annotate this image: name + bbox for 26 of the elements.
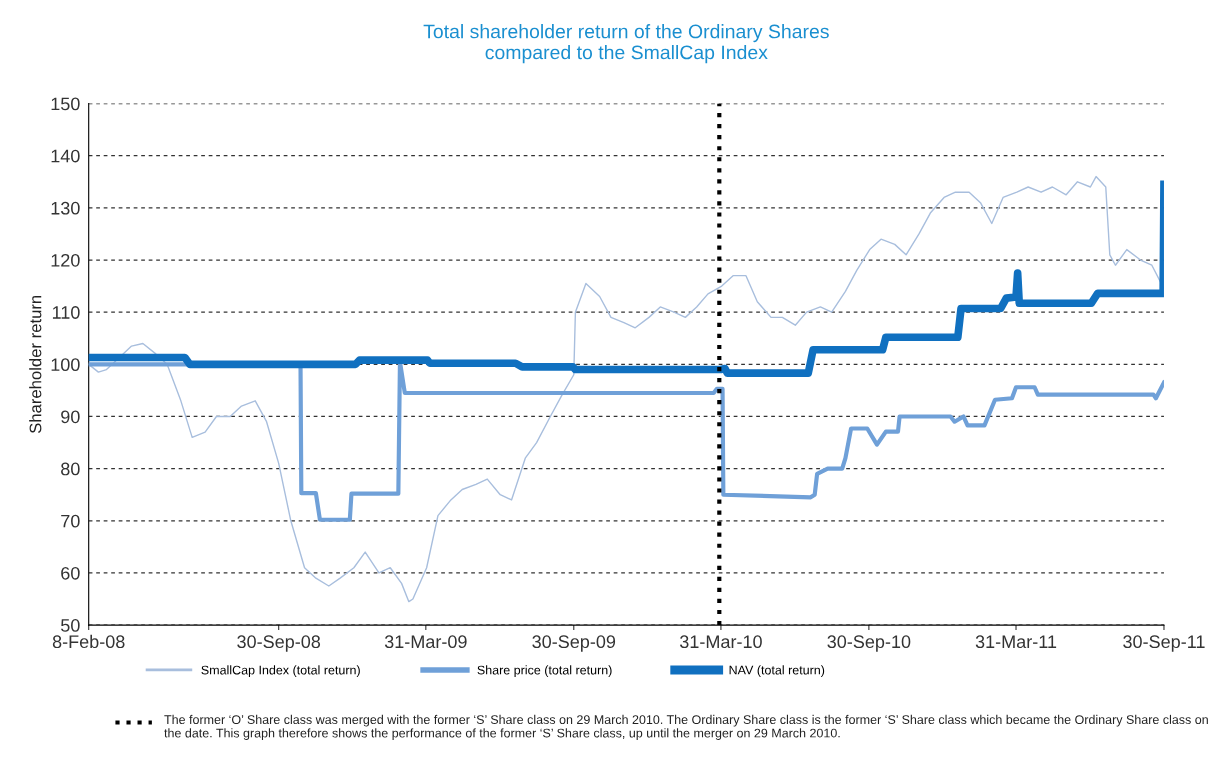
- y-tick-label: 90: [61, 410, 80, 424]
- x-tick-label: 30-Sep-09: [532, 635, 616, 652]
- y-axis-title: Shareholder return: [29, 295, 42, 434]
- x-tick-label: 8-Feb-08: [52, 634, 125, 649]
- legend-label: Share price (total return): [477, 665, 612, 677]
- y-tick-label: 140: [51, 149, 80, 163]
- y-tick-label: 120: [51, 253, 80, 267]
- legend-label: SmallCap Index (total return): [201, 665, 360, 677]
- legend-label: The former ‘O’ Share class was merged with the former ‘S’ Share class on 29 March 2010. The Ordinary Share class is the former ‘S’ Share class which became the Ordinary Share class on the date. This graph therefore shows the performance of the former ‘S’ Share class, up until the merger on 29 March 2010.: [164, 714, 1208, 740]
- y-tick-label: 130: [51, 201, 80, 215]
- y-tick-label: 60: [61, 566, 80, 580]
- x-tick-label: 31-Mar-11: [975, 635, 1057, 649]
- x-tick-label: 30-Sep-10: [827, 635, 911, 652]
- y-tick-label: 150: [51, 97, 80, 111]
- y-tick-label: 70: [61, 514, 80, 528]
- line-series: [88, 359, 1164, 522]
- y-tick-label: 50: [61, 619, 80, 632]
- y-tick-label: 110: [52, 306, 80, 319]
- x-tick-label: 30-Sep-11: [1123, 635, 1205, 652]
- x-tick-label: 30-Sep-08: [237, 635, 321, 652]
- legend-label: NAV (total return): [729, 665, 825, 677]
- x-tick-label: 31-Mar-09: [384, 635, 467, 649]
- y-tick-label: 80: [61, 462, 80, 476]
- y-tick-label: 100: [51, 358, 80, 372]
- chart-title: Total shareholder return of the Ordinary Shares compared to the SmallCap Index: [423, 24, 829, 64]
- x-tick-label: 31-Mar-10: [679, 635, 762, 649]
